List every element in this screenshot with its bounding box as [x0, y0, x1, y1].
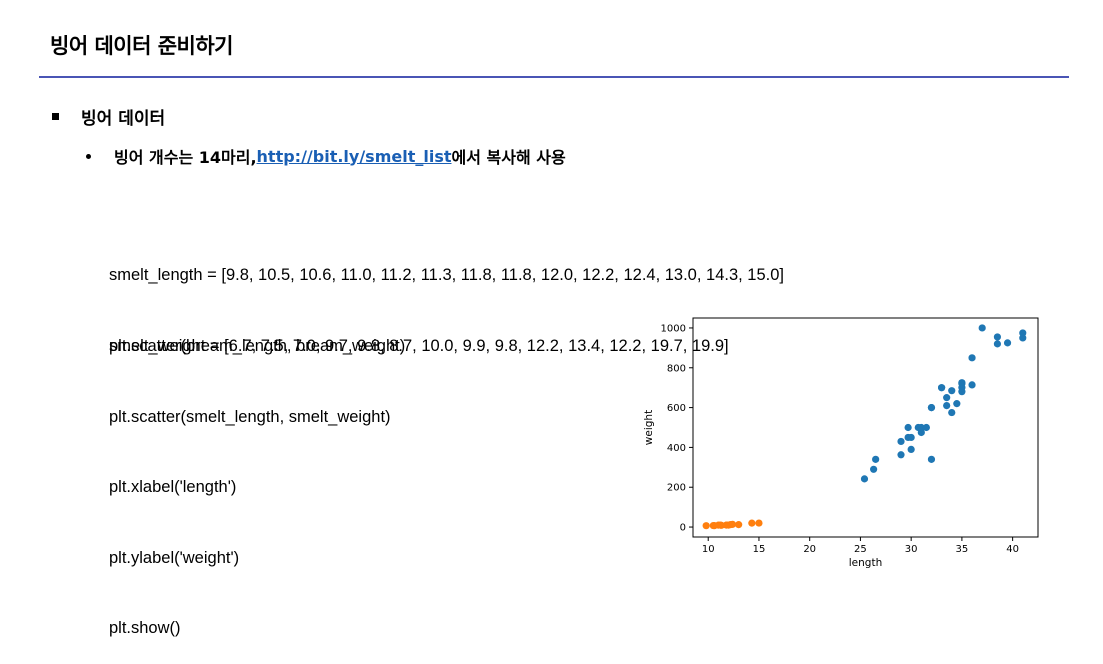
data-point [872, 455, 880, 463]
data-point [948, 387, 956, 395]
data-point [948, 408, 956, 417]
data-point [1019, 329, 1027, 337]
data-point [755, 519, 763, 527]
x-tick-label: 10 [702, 544, 715, 555]
dot-bullet-icon [86, 153, 91, 159]
data-point [953, 400, 961, 408]
y-tick-label: 800 [667, 363, 686, 374]
data-point [717, 521, 726, 529]
data-point [958, 380, 966, 388]
code-line: plt.scatter(bream_length, bream_weight) [109, 337, 406, 355]
code-line: plt.xlabel('length') [109, 478, 237, 496]
plot-frame [692, 317, 1039, 538]
chart-marks [702, 324, 1027, 530]
data-point [938, 384, 946, 392]
code-line: smelt_length = [9.8, 10.5, 10.6, 11.0, 1… [109, 266, 785, 284]
square-bullet-icon [52, 113, 59, 120]
data-point [993, 333, 1002, 341]
x-tick-label: 30 [905, 544, 918, 555]
note-prefix: 빙어 개수는 14마리, [114, 148, 257, 167]
data-point [968, 381, 976, 389]
data-point [993, 340, 1002, 348]
code-line: plt.show() [109, 619, 181, 637]
data-point [917, 428, 925, 437]
x-tick-label: 15 [753, 544, 766, 555]
data-point [735, 521, 743, 529]
data-point [978, 324, 986, 332]
data-point [1019, 334, 1027, 342]
data-point [728, 520, 737, 528]
data-point [917, 423, 925, 432]
data-point [927, 403, 936, 412]
section-heading: 빙어 데이터 [52, 104, 165, 129]
smelt-data-code: smelt_length = [9.8, 10.5, 10.6, 11.0, 1… [109, 217, 784, 382]
smelt-list-link[interactable]: http://bit.ly/smelt_list [256, 146, 452, 166]
data-point [907, 433, 915, 442]
note-suffix: 에서 복사해 사용 [451, 148, 566, 167]
data-point [870, 465, 878, 473]
data-point [904, 423, 912, 432]
data-point [943, 402, 951, 410]
code-line: smelt_weight = [6.7, 7.5, 7.0, 9.7, 9.8,… [109, 336, 729, 355]
code-line: plt.ylabel('weight') [109, 548, 240, 567]
x-tick-label: 40 [1006, 544, 1019, 555]
page-title: 빙어 데이터 준비하기 [50, 34, 234, 58]
data-point [943, 394, 951, 402]
data-point [860, 475, 869, 483]
y-tick-label: 400 [667, 443, 686, 454]
data-point [927, 455, 936, 463]
data-point [897, 437, 905, 446]
code-line: plt.scatter(smelt_length, smelt_weight) [109, 407, 391, 426]
x-tick-label: 20 [803, 544, 816, 555]
data-point [748, 519, 756, 527]
y-tick-label: 1000 [661, 323, 686, 334]
y-tick-label: 600 [667, 403, 686, 414]
data-point [922, 423, 930, 432]
y-tick-label: 0 [680, 523, 686, 534]
x-tick-label: 25 [854, 544, 867, 555]
data-point [968, 354, 976, 362]
y-axis-label: weight [643, 410, 655, 445]
data-point [1003, 339, 1012, 347]
title-divider [39, 76, 1069, 78]
y-tick-label: 200 [667, 483, 686, 494]
x-tick-label: 35 [956, 544, 969, 555]
data-point [907, 445, 915, 453]
data-point [702, 522, 710, 530]
section-note: 빙어 개수는 14마리, http://bit.ly/smelt_list 에서… [86, 144, 566, 168]
data-point [897, 451, 905, 459]
x-axis-label: length [849, 557, 882, 569]
section-heading-text: 빙어 데이터 [81, 109, 166, 129]
